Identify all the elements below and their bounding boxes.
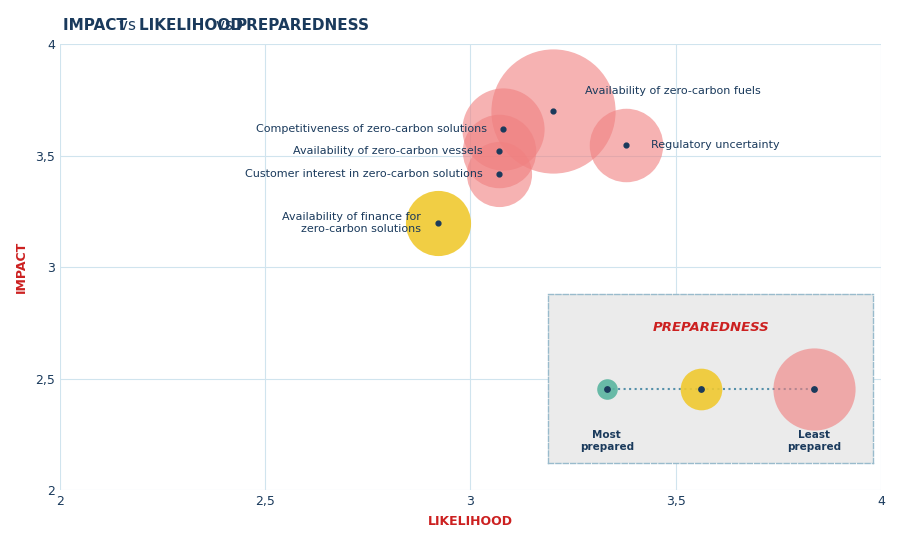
Text: Availability of finance for
zero-carbon solutions: Availability of finance for zero-carbon … <box>283 212 421 233</box>
X-axis label: LIKELIHOOD: LIKELIHOOD <box>428 515 513 528</box>
Point <box>496 125 510 134</box>
Text: PREPAREDNESS: PREPAREDNESS <box>236 18 370 34</box>
Point <box>430 218 445 227</box>
Point <box>545 107 560 116</box>
Point <box>430 218 445 227</box>
Text: LIKELIHOOD: LIKELIHOOD <box>139 18 248 34</box>
Point <box>619 141 634 149</box>
Text: vs: vs <box>119 18 140 34</box>
Text: Regulatory uncertainty: Regulatory uncertainty <box>651 140 779 150</box>
Point <box>619 141 634 149</box>
Text: Availability of zero-carbon fuels: Availability of zero-carbon fuels <box>585 86 761 96</box>
Point <box>545 107 560 116</box>
Point <box>492 147 507 156</box>
Text: Customer interest in zero-carbon solutions: Customer interest in zero-carbon solutio… <box>245 169 482 179</box>
Point <box>492 169 507 178</box>
Text: IMPACT: IMPACT <box>63 18 132 34</box>
Point <box>492 147 507 156</box>
Text: Competitiveness of zero-carbon solutions: Competitiveness of zero-carbon solutions <box>256 124 487 134</box>
Point <box>496 125 510 134</box>
Point <box>492 169 507 178</box>
Text: vs: vs <box>216 18 238 34</box>
Y-axis label: IMPACT: IMPACT <box>15 241 28 293</box>
Text: Availability of zero-carbon vessels: Availability of zero-carbon vessels <box>293 147 482 156</box>
